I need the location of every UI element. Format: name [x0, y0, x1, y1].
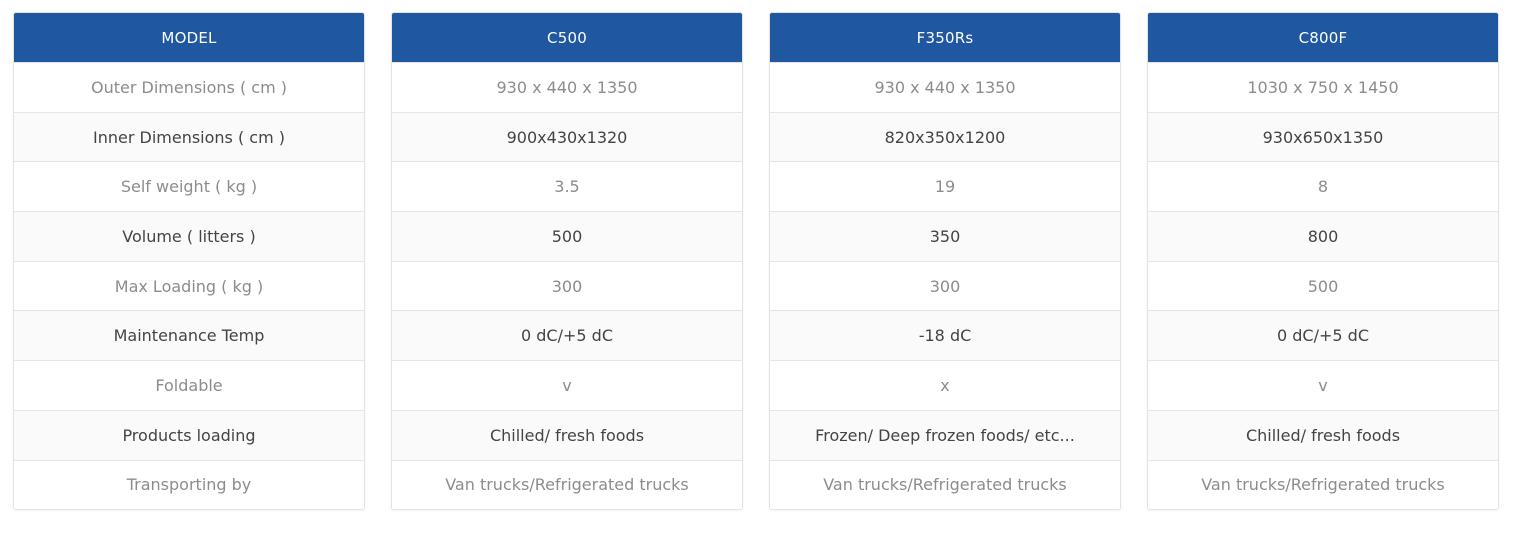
table-cell: 500 — [1148, 260, 1498, 311]
table-cell: Van trucks/Refrigerated trucks — [1148, 459, 1498, 510]
table-cell: Chilled/ fresh foods — [392, 409, 742, 460]
table-cell: 930 x 440 x 1350 — [770, 62, 1120, 112]
table-header: F350Rs — [770, 13, 1120, 62]
table-cell: 350 — [770, 211, 1120, 261]
table-cell: 0 dC/+5 dC — [1148, 310, 1498, 361]
table-cell: 930 x 440 x 1350 — [392, 62, 742, 112]
table-cell: 900x430x1320 — [392, 111, 742, 162]
table-cell: Frozen/ Deep frozen foods/ etc... — [770, 409, 1120, 460]
table-cell: Chilled/ fresh foods — [1148, 409, 1498, 460]
table-cell: Max Loading ( kg ) — [14, 260, 364, 311]
table-cell: x — [770, 360, 1120, 410]
table-cell: Transporting by — [14, 459, 364, 510]
table-cell: 0 dC/+5 dC — [392, 310, 742, 361]
table-header: C800F — [1148, 13, 1498, 62]
table-c800f: C800F 1030 x 750 x 1450 930x650x1350 8 8… — [1147, 12, 1499, 511]
table-header: C500 — [392, 13, 742, 62]
table-cell: -18 dC — [770, 310, 1120, 361]
table-cell: 500 — [392, 211, 742, 261]
table-cell: Foldable — [14, 360, 364, 410]
table-cell: Volume ( litters ) — [14, 211, 364, 261]
table-header: MODEL — [14, 13, 364, 62]
table-cell: 3.5 — [392, 161, 742, 212]
table-cell: Outer Dimensions ( cm ) — [14, 62, 364, 112]
table-cell: 800 — [1148, 211, 1498, 261]
table-cell: Van trucks/Refrigerated trucks — [770, 459, 1120, 510]
table-cell: 930x650x1350 — [1148, 111, 1498, 162]
table-f350rs: F350Rs 930 x 440 x 1350 820x350x1200 19 … — [769, 12, 1121, 511]
table-cell: 300 — [392, 260, 742, 311]
table-cell: 8 — [1148, 161, 1498, 212]
table-cell: 19 — [770, 161, 1120, 212]
table-cell: Maintenance Temp — [14, 310, 364, 361]
table-cell: 1030 x 750 x 1450 — [1148, 62, 1498, 112]
table-cell: v — [1148, 360, 1498, 410]
table-cell: Van trucks/Refrigerated trucks — [392, 459, 742, 510]
table-cell: Products loading — [14, 409, 364, 460]
table-c500: C500 930 x 440 x 1350 900x430x1320 3.5 5… — [391, 12, 743, 511]
table-cell: 300 — [770, 260, 1120, 311]
table-cell: v — [392, 360, 742, 410]
table-cell: 820x350x1200 — [770, 111, 1120, 162]
table-cell: Self weight ( kg ) — [14, 161, 364, 212]
table-model: MODEL Outer Dimensions ( cm ) Inner Dime… — [13, 12, 365, 511]
table-cell: Inner Dimensions ( cm ) — [14, 111, 364, 162]
